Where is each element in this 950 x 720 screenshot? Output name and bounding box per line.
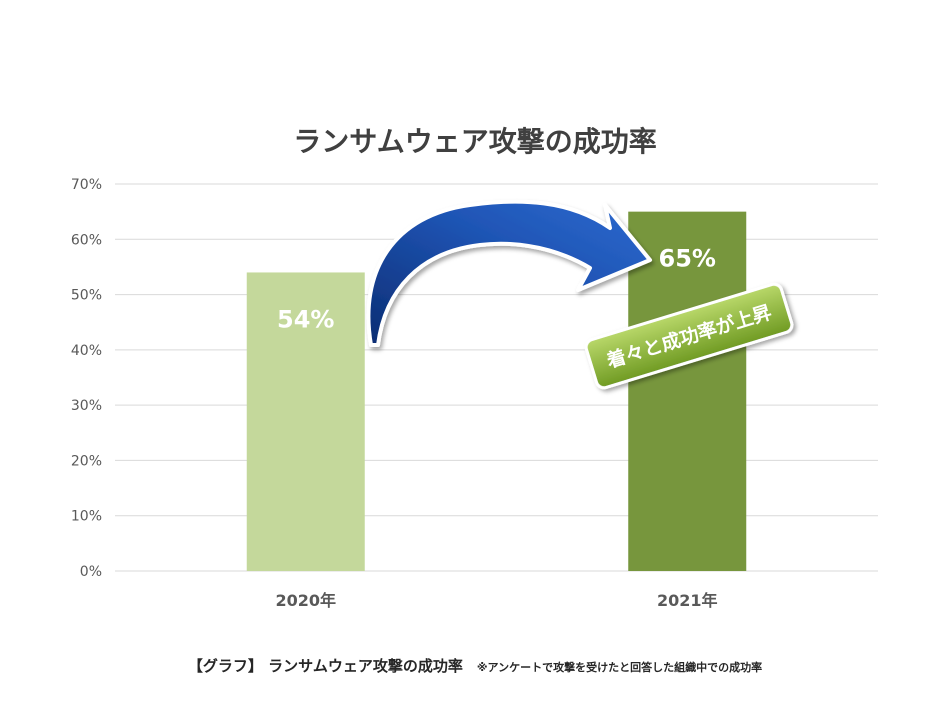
y-tick-label: 30% bbox=[71, 398, 102, 414]
y-tick-label: 50% bbox=[71, 288, 102, 304]
bars bbox=[246, 211, 747, 571]
y-tick-label: 0% bbox=[80, 564, 102, 580]
caption-main: 【グラフ】 ランサムウェア攻撃の成功率 bbox=[187, 657, 463, 675]
y-tick-label: 20% bbox=[71, 453, 102, 469]
y-tick-label: 10% bbox=[71, 509, 102, 525]
x-tick-label: 2021年 bbox=[657, 591, 718, 610]
y-tick-label: 60% bbox=[71, 232, 102, 248]
y-tick-labels: 0% 10% 20% 30% 40% 50% 60% 70% bbox=[71, 177, 102, 580]
figure-caption: 【グラフ】 ランサムウェア攻撃の成功率 ※アンケートで攻撃を受けたと回答した組織中… bbox=[0, 655, 950, 676]
value-labels: 54% 65% bbox=[277, 245, 716, 334]
bar bbox=[246, 272, 365, 571]
x-tick-labels: 2020年 2021年 bbox=[275, 591, 717, 610]
caption-note: ※アンケートで攻撃を受けたと回答した組織中での成功率 bbox=[476, 661, 763, 674]
y-tick-label: 40% bbox=[71, 343, 102, 359]
annotation-badge: 着々と成功率が上昇 bbox=[584, 282, 794, 390]
gridlines bbox=[115, 183, 878, 572]
trend-arrow bbox=[366, 199, 652, 347]
x-tick-label: 2020年 bbox=[275, 591, 336, 610]
chart-title: ランサムウェア攻撃の成功率 bbox=[293, 125, 657, 158]
value-label: 54% bbox=[277, 305, 334, 333]
bar bbox=[628, 211, 747, 571]
value-label: 65% bbox=[659, 245, 716, 273]
y-tick-label: 70% bbox=[71, 177, 102, 193]
